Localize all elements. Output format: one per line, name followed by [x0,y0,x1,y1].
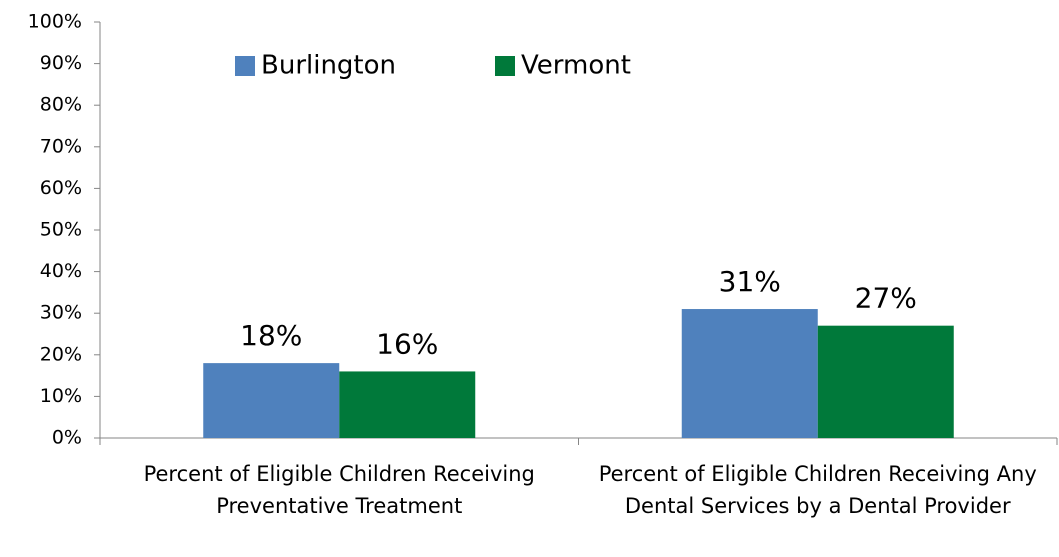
y-tick-label: 30% [40,302,82,324]
y-tick-label: 70% [40,135,82,157]
y-tick-label: 80% [40,94,82,116]
legend-label: Vermont [521,51,631,81]
bar [203,363,340,438]
bar [817,325,954,438]
y-tick-label: 100% [28,11,82,33]
y-tick-label: 60% [40,177,82,199]
data-label: 31% [719,265,781,298]
data-label: 27% [855,282,917,315]
x-tick-label: Percent of Eligible Children Receiving P… [143,462,535,518]
y-tick-label: 90% [40,52,82,74]
legend-swatch [235,56,255,76]
y-tick-label: 0% [52,427,82,449]
legend-label: Burlington [261,51,396,81]
data-label: 16% [376,327,438,360]
x-tick-label: Percent of Eligible Children Receiving A… [598,462,1037,518]
legend-swatch [495,56,515,76]
bar [339,371,476,438]
data-label: 18% [240,319,302,352]
y-tick-label: 50% [40,219,82,241]
y-tick-label: 10% [40,385,82,407]
y-tick-label: 40% [40,260,82,282]
y-tick-label: 20% [40,343,82,365]
bar [681,309,818,438]
